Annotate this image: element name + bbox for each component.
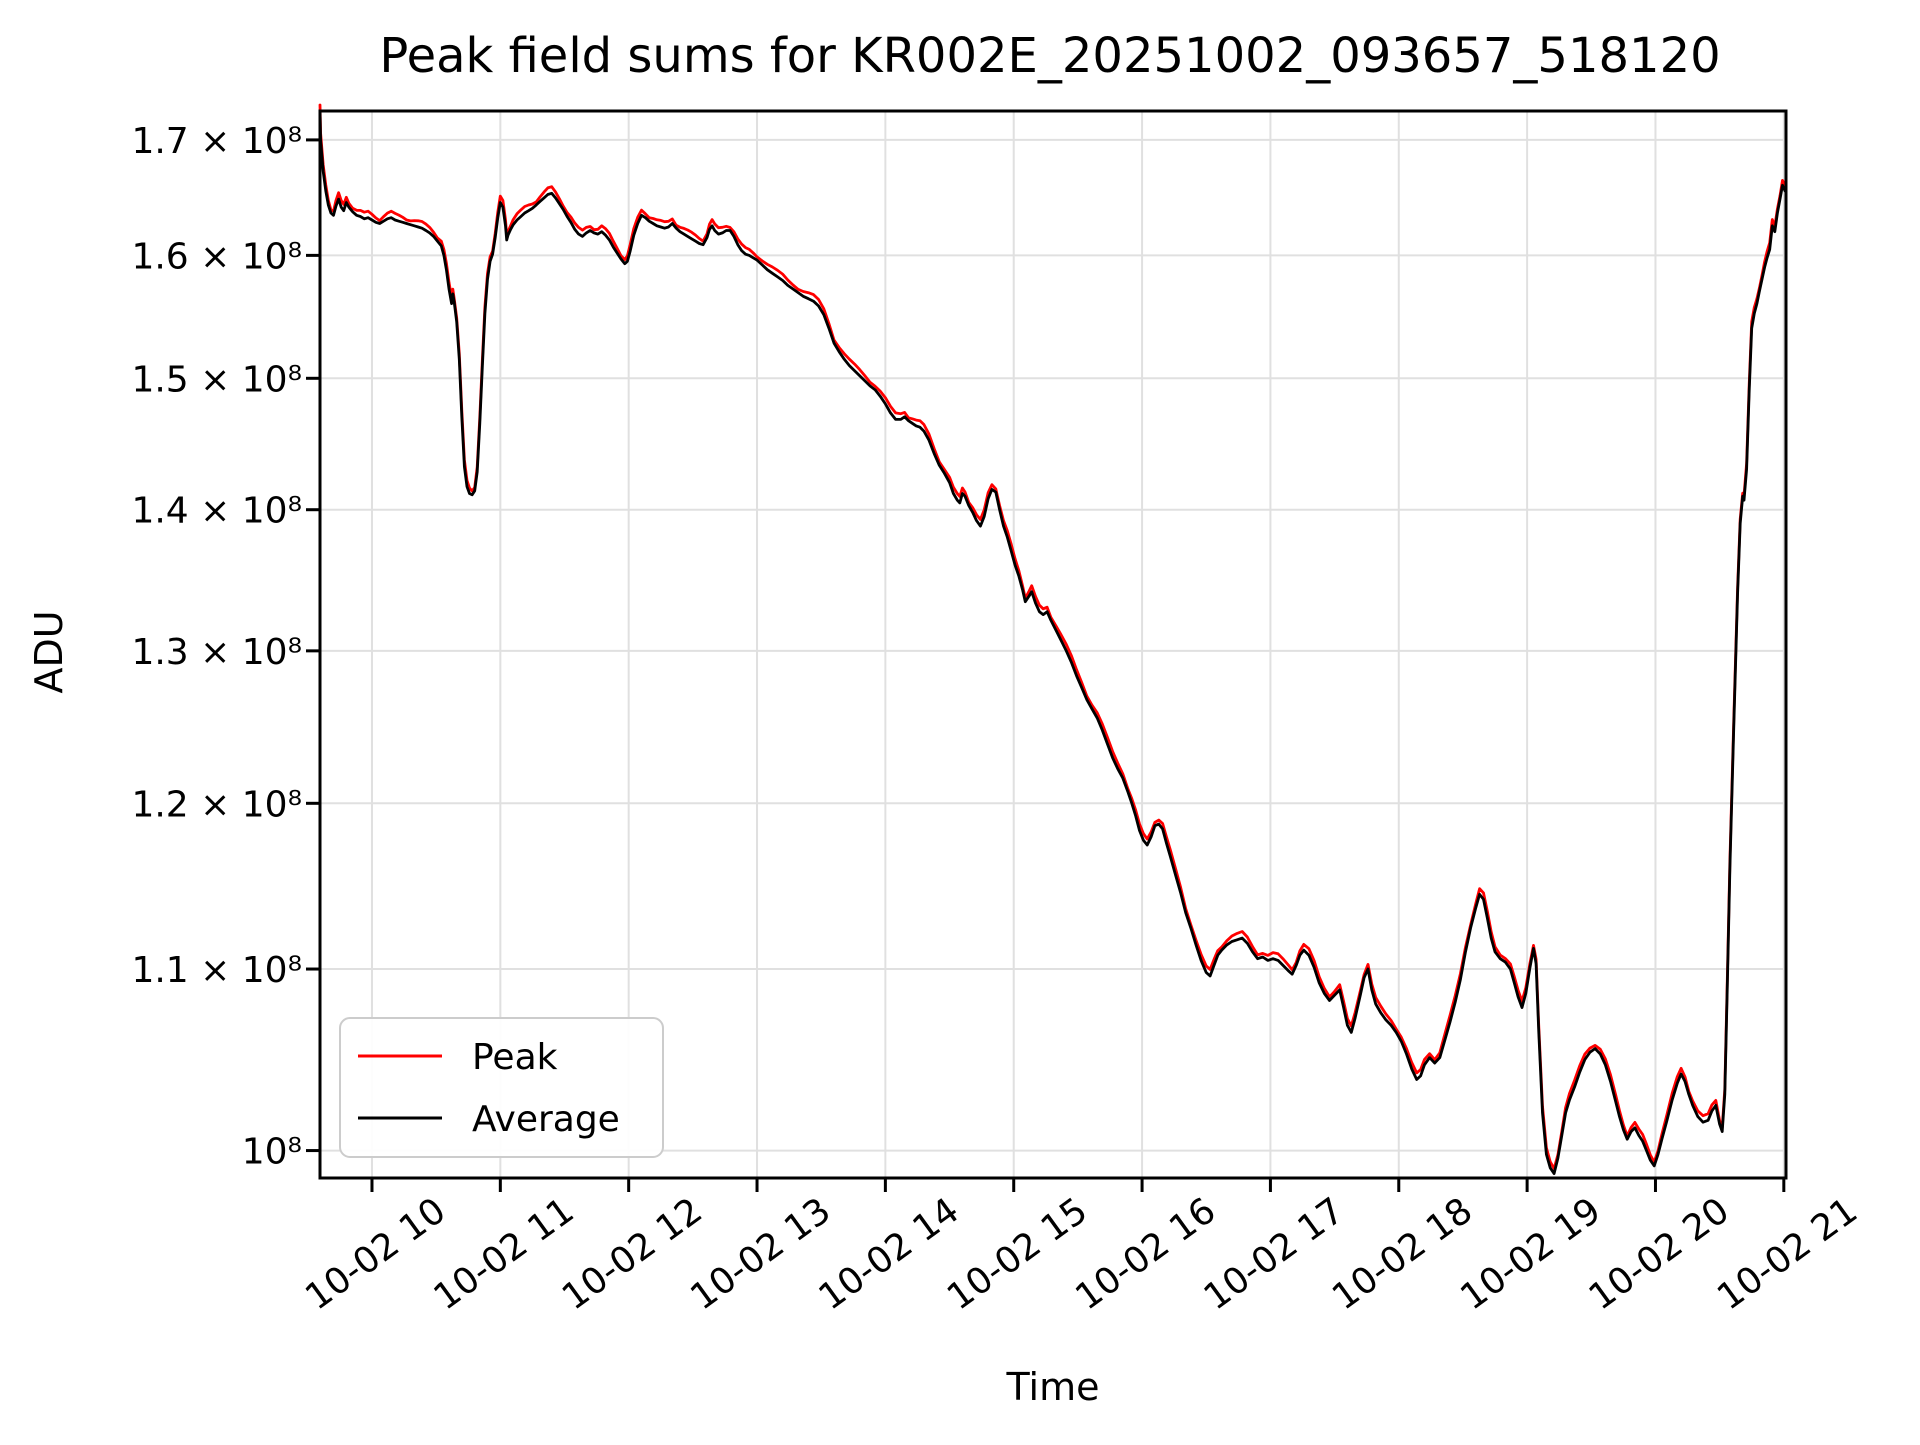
x-tick-label: 10-02 12	[555, 1190, 710, 1318]
x-tick-label: 10-02 17	[1197, 1190, 1352, 1318]
y-tick-label: 10⁸	[242, 1132, 302, 1173]
series-layer	[318, 103, 1787, 1175]
y-tick-label: 1.7 × 10⁸	[131, 121, 302, 162]
y-tick-label: 1.2 × 10⁸	[131, 784, 302, 825]
x-tick-label: 10-02 20	[1582, 1190, 1737, 1318]
x-tick-label: 10-02 18	[1325, 1190, 1480, 1318]
legend: Peak Average	[339, 1017, 664, 1158]
average-series-line	[318, 109, 1787, 1175]
legend-average-label: Average	[472, 1099, 620, 1140]
grid-layer	[320, 111, 1786, 1178]
y-tick-label: 1.4 × 10⁸	[131, 491, 302, 532]
chart-title: Peak field sums for KR002E_20251002_0936…	[379, 28, 1720, 84]
y-tick-label: 1.6 × 10⁸	[131, 236, 302, 277]
x-tick-label: 10-02 10	[298, 1190, 453, 1318]
y-tick-label: 1.3 × 10⁸	[131, 632, 302, 673]
plot-border	[318, 109, 1788, 1180]
x-tick-label: 10-02 11	[427, 1190, 582, 1318]
y-axis-label: ADU	[27, 610, 71, 693]
x-tick-label: 10-02 13	[683, 1190, 838, 1318]
legend-box	[339, 1017, 664, 1158]
y-tick-label: 1.1 × 10⁸	[131, 950, 302, 991]
x-tick-label: 10-02 19	[1453, 1190, 1608, 1318]
x-tick-label: 10-02 15	[940, 1190, 1095, 1318]
x-tick-label: 10-02 16	[1068, 1190, 1223, 1318]
tick-layer	[306, 138, 1786, 1192]
x-axis-label: Time	[1006, 1365, 1100, 1409]
y-tick-label: 1.5 × 10⁸	[131, 359, 302, 400]
legend-peak-label: Peak	[472, 1037, 558, 1078]
x-tick-label: 10-02 14	[812, 1190, 967, 1318]
peak-series-line	[318, 103, 1787, 1170]
x-tick-label: 10-02 21	[1710, 1190, 1865, 1318]
